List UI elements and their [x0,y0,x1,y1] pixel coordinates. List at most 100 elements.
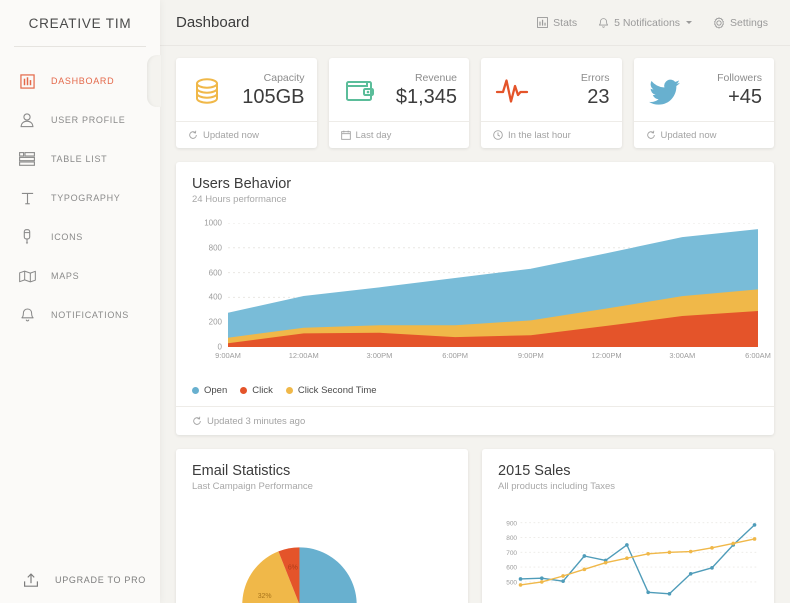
line-data-point [646,551,650,556]
x-tick-label: 6:00PM [442,351,469,360]
line-data-point [539,580,544,584]
user-icon [16,109,38,131]
line-data-point [667,550,672,555]
y-axis-ticks: 0 200 400 600 800 1000 [192,219,226,352]
divider [176,121,317,122]
notifications-button[interactable]: 5 Notifications [598,16,693,29]
stat-label: Errors [580,71,610,84]
line-data-point [582,567,587,572]
stat-footer-label: Updated now [660,129,717,141]
stat-card-revenue[interactable]: Revenue $1,345 [328,58,469,148]
sidebar-item-typography[interactable]: TYPOGRAPHY [0,180,160,216]
stat-card-followers[interactable]: Followers +45 Updated now [633,58,774,148]
sidebar-item-label: MAPS [51,271,80,281]
line-data-point [518,577,523,581]
stat-text: Errors 23 [581,72,610,111]
chevron-down-icon [686,21,693,24]
stat-footer: Updated now [646,122,763,148]
divider [481,121,622,122]
bottom-row: Email Statistics Last Campaign Performan… [176,449,774,603]
legend-item-open: Open [192,385,227,396]
legend-item-click-second-time: Click Second Time [285,385,377,396]
x-tick-label: 9:00PM [517,351,544,360]
table-icon [16,148,38,170]
main-area: Dashboard Stats [160,0,790,603]
stats-label: Stats [553,16,578,29]
sidebar-item-label: DASHBOARD [51,76,115,86]
wallet-icon [341,72,379,110]
line-data-point [561,574,565,578]
stat-label: Followers [717,71,762,84]
line-series [520,538,755,586]
stat-value: $1,345 [395,86,457,109]
sidebar-item-maps[interactable]: MAPS [0,258,160,294]
y-tick-label: 600 [208,268,222,278]
card-title: 2015 Sales [498,463,571,479]
sidebar-item-icons[interactable]: ICONS [0,219,160,255]
pie-slice [278,547,300,603]
line-data-point [561,579,565,584]
refresh-icon [192,416,202,426]
map-icon [16,265,38,287]
database-icon [188,72,226,110]
page-title: Dashboard [176,14,250,31]
stat-footer: Updated now [188,122,305,148]
pie-slice-label: 6% [288,565,298,572]
x-tick-label: 3:00PM [366,351,393,360]
stat-value: +45 [728,86,762,109]
line-data-point [688,549,693,554]
divider [176,406,774,407]
pulse-icon [493,72,531,110]
y-tick-label: 0 [217,342,222,352]
stat-top: Revenue $1,345 [341,69,457,113]
settings-label: Settings [730,16,768,29]
legend-item-click: Click [240,385,273,396]
stat-top: Followers +45 [646,69,762,113]
y-tick-label: 800 [208,243,222,253]
active-indicator [147,55,161,107]
users-behavior-chart: 0 200 400 600 800 1000 9:00AM 12:00AM 3:00PM 6:0… [192,219,771,373]
legend-color-swatch [285,387,293,394]
stat-footer-label: In the last hour [508,129,571,141]
sidebar-item-dashboard[interactable]: DASHBOARD [0,55,161,107]
stats-row: Capacity 105GB Updated now [176,58,774,148]
stat-value: 105GB [242,86,305,109]
divider [633,121,774,122]
y-tick-label: 500 [506,580,517,587]
stat-label: Capacity [263,71,305,84]
stat-top: Capacity 105GB [188,69,305,113]
line-data-point [603,560,608,565]
notifications-label: 5 Notifications [614,16,681,29]
sales-2015-chart: 500 600 700 800 900 [498,506,758,603]
upgrade-to-pro-button[interactable]: UPGRADE TO PRO [0,569,146,591]
sidebar-item-notifications[interactable]: NOTIFICATIONS [0,297,160,333]
stats-button[interactable]: Stats [537,17,577,29]
brand-logo[interactable]: CREATIVE TIM [28,15,132,31]
sidebar-item-user-profile[interactable]: USER PROFILE [0,102,160,138]
bell-icon [598,17,609,29]
line-data-point [752,523,757,527]
stat-card-capacity[interactable]: Capacity 105GB Updated now [176,58,317,148]
stat-footer: Last day [340,122,458,148]
card-title: Email Statistics [192,463,291,479]
pie-slice-label: 32% [258,593,272,600]
sidebar-item-label: USER PROFILE [51,115,126,125]
stat-card-errors[interactable]: Errors 23 In the last hour [481,58,622,148]
upload-icon [20,569,42,591]
typography-icon [16,187,38,209]
line-data-point [667,591,672,596]
pie-slice [299,547,357,603]
line-data-point [582,554,587,558]
x-tick-label: 6:00AM [745,351,771,360]
settings-button[interactable]: Settings [713,17,768,29]
legend-label: Open [204,385,228,396]
refresh-icon [646,130,656,140]
y-tick-label: 400 [208,292,222,302]
stat-footer-label: Updated now [203,129,259,141]
sidebar-divider [14,46,146,47]
sidebar-item-table-list[interactable]: TABLE LIST [0,141,160,177]
line-series [520,524,756,595]
chart-legend: Open Click Click Second Time [192,385,758,406]
legend-color-swatch [240,387,248,394]
y-tick-label: 1000 [204,218,222,228]
